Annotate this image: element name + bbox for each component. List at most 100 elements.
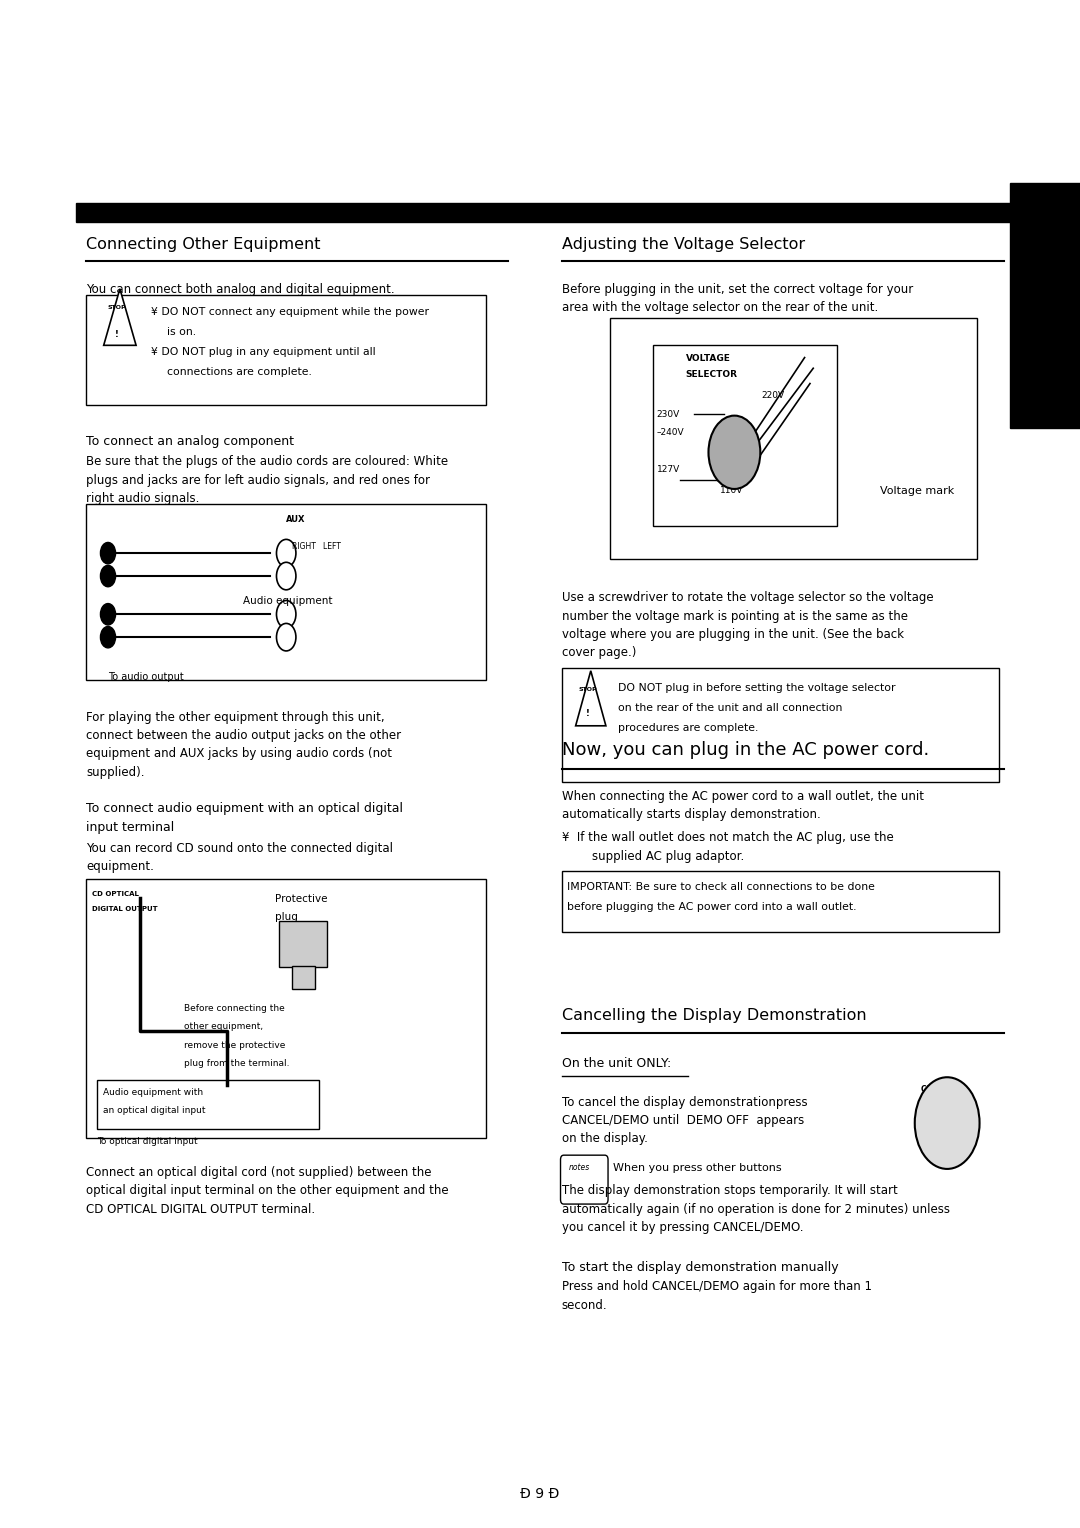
Text: Adjusting the Voltage Selector: Adjusting the Voltage Selector bbox=[562, 237, 805, 252]
Text: You can connect both analog and digital equipment.: You can connect both analog and digital … bbox=[86, 283, 395, 296]
Text: connect between the audio output jacks on the other: connect between the audio output jacks o… bbox=[86, 729, 402, 743]
Text: automatically starts display demonstration.: automatically starts display demonstrati… bbox=[562, 808, 821, 822]
Text: DIGITAL OUTPUT: DIGITAL OUTPUT bbox=[92, 906, 158, 912]
Text: 110V: 110V bbox=[720, 486, 744, 495]
Text: SELECTOR: SELECTOR bbox=[686, 370, 738, 379]
Text: procedures are complete.: procedures are complete. bbox=[618, 723, 758, 733]
Bar bbox=[653, 345, 837, 526]
Text: area with the voltage selector on the rear of the unit.: area with the voltage selector on the re… bbox=[562, 301, 878, 315]
Text: To cancel the display demonstrationpress: To cancel the display demonstrationpress bbox=[562, 1096, 807, 1109]
Text: Now, you can plug in the AC power cord.: Now, you can plug in the AC power cord. bbox=[562, 741, 929, 759]
Text: Audio equipment with: Audio equipment with bbox=[103, 1088, 203, 1097]
Text: !: ! bbox=[585, 709, 590, 718]
Text: supplied).: supplied). bbox=[86, 766, 145, 779]
FancyBboxPatch shape bbox=[610, 318, 977, 559]
FancyBboxPatch shape bbox=[86, 295, 486, 405]
Text: other equipment,: other equipment, bbox=[184, 1022, 262, 1031]
Text: you cancel it by pressing CANCEL/DEMO.: you cancel it by pressing CANCEL/DEMO. bbox=[562, 1221, 804, 1235]
Text: on the display.: on the display. bbox=[562, 1132, 648, 1146]
Polygon shape bbox=[104, 289, 136, 345]
Text: optical digital input terminal on the other equipment and the: optical digital input terminal on the ot… bbox=[86, 1184, 449, 1198]
Text: cover page.): cover page.) bbox=[562, 646, 636, 660]
Text: When you press other buttons: When you press other buttons bbox=[613, 1163, 782, 1174]
Text: 127V: 127V bbox=[657, 465, 680, 474]
Text: When connecting the AC power cord to a wall outlet, the unit: When connecting the AC power cord to a w… bbox=[562, 790, 923, 804]
Bar bbox=[292, 966, 315, 989]
Text: voltage where you are plugging in the unit. (See the back: voltage where you are plugging in the un… bbox=[562, 628, 904, 642]
Text: Use a screwdriver to rotate the voltage selector so the voltage: Use a screwdriver to rotate the voltage … bbox=[562, 591, 933, 605]
FancyBboxPatch shape bbox=[86, 504, 486, 680]
FancyBboxPatch shape bbox=[86, 879, 486, 1138]
Text: before plugging the AC power cord into a wall outlet.: before plugging the AC power cord into a… bbox=[567, 902, 856, 912]
Text: Audio equipment: Audio equipment bbox=[243, 596, 333, 607]
Polygon shape bbox=[576, 671, 606, 726]
Bar bbox=[279, 921, 327, 967]
Text: ¥ DO NOT connect any equipment while the power: ¥ DO NOT connect any equipment while the… bbox=[151, 307, 429, 318]
FancyBboxPatch shape bbox=[562, 668, 999, 782]
Text: To connect audio equipment with an optical digital: To connect audio equipment with an optic… bbox=[86, 802, 404, 816]
Text: To optical digital input: To optical digital input bbox=[97, 1137, 198, 1146]
Text: To start the display demonstration manually: To start the display demonstration manua… bbox=[562, 1261, 838, 1274]
Text: number the voltage mark is pointing at is the same as the: number the voltage mark is pointing at i… bbox=[562, 610, 907, 623]
Circle shape bbox=[708, 416, 760, 489]
Text: equipment and AUX jacks by using audio cords (not: equipment and AUX jacks by using audio c… bbox=[86, 747, 392, 761]
FancyBboxPatch shape bbox=[562, 871, 999, 932]
Text: second.: second. bbox=[562, 1299, 607, 1313]
Text: Connecting Other Equipment: Connecting Other Equipment bbox=[86, 237, 321, 252]
Circle shape bbox=[276, 601, 296, 628]
Text: /DEMO: /DEMO bbox=[923, 1097, 951, 1106]
Circle shape bbox=[276, 539, 296, 567]
Text: right audio signals.: right audio signals. bbox=[86, 492, 200, 506]
Text: automatically again (if no operation is done for 2 minutes) unless: automatically again (if no operation is … bbox=[562, 1203, 949, 1216]
Circle shape bbox=[100, 626, 116, 648]
Text: Press and hold CANCEL/DEMO again for more than 1: Press and hold CANCEL/DEMO again for mor… bbox=[562, 1280, 872, 1294]
Text: You can record CD sound onto the connected digital: You can record CD sound onto the connect… bbox=[86, 842, 393, 856]
Text: 230V: 230V bbox=[657, 410, 680, 419]
Text: The display demonstration stops temporarily. It will start: The display demonstration stops temporar… bbox=[562, 1184, 897, 1198]
Text: Ð 9 Ð: Ð 9 Ð bbox=[521, 1487, 559, 1502]
Text: supplied AC plug adaptor.: supplied AC plug adaptor. bbox=[592, 850, 744, 863]
Text: Before plugging in the unit, set the correct voltage for your: Before plugging in the unit, set the cor… bbox=[562, 283, 913, 296]
Text: IMPORTANT: Be sure to check all connections to be done: IMPORTANT: Be sure to check all connecti… bbox=[567, 882, 875, 892]
Text: plug: plug bbox=[275, 912, 298, 923]
Circle shape bbox=[100, 542, 116, 564]
Text: STOP: STOP bbox=[108, 304, 126, 310]
Text: Before connecting the: Before connecting the bbox=[184, 1004, 284, 1013]
Text: Connect an optical digital cord (not supplied) between the: Connect an optical digital cord (not sup… bbox=[86, 1166, 432, 1180]
Text: connections are complete.: connections are complete. bbox=[167, 367, 312, 377]
Text: On the unit ONLY:: On the unit ONLY: bbox=[562, 1057, 671, 1071]
Text: an optical digital input: an optical digital input bbox=[103, 1106, 205, 1115]
Text: AUX: AUX bbox=[286, 515, 306, 524]
Text: is on.: is on. bbox=[167, 327, 197, 338]
Text: CD OPTICAL DIGITAL OUTPUT terminal.: CD OPTICAL DIGITAL OUTPUT terminal. bbox=[86, 1203, 315, 1216]
Circle shape bbox=[100, 565, 116, 587]
Text: Voltage mark: Voltage mark bbox=[880, 486, 955, 497]
Text: ¥ DO NOT plug in any equipment until all: ¥ DO NOT plug in any equipment until all bbox=[151, 347, 376, 358]
Text: STOP: STOP bbox=[579, 686, 597, 692]
Text: VOLTAGE: VOLTAGE bbox=[686, 354, 731, 364]
Text: RIGHT   LEFT: RIGHT LEFT bbox=[292, 542, 340, 552]
Text: To connect an analog component: To connect an analog component bbox=[86, 435, 295, 449]
Text: ¥  If the wall outlet does not match the AC plug, use the: ¥ If the wall outlet does not match the … bbox=[562, 831, 893, 845]
Circle shape bbox=[915, 1077, 980, 1169]
Text: Be sure that the plugs of the audio cords are coloured: White: Be sure that the plugs of the audio cord… bbox=[86, 455, 448, 469]
Text: on the rear of the unit and all connection: on the rear of the unit and all connecti… bbox=[618, 703, 842, 714]
Text: CD OPTICAL: CD OPTICAL bbox=[92, 891, 138, 897]
Text: plugs and jacks are for left audio signals, and red ones for: plugs and jacks are for left audio signa… bbox=[86, 474, 431, 487]
FancyBboxPatch shape bbox=[561, 1155, 608, 1204]
Bar bbox=[76, 203, 1058, 222]
Text: plug from the terminal.: plug from the terminal. bbox=[184, 1059, 289, 1068]
Text: notes: notes bbox=[569, 1163, 591, 1172]
Text: For playing the other equipment through this unit,: For playing the other equipment through … bbox=[86, 711, 386, 724]
FancyBboxPatch shape bbox=[97, 1080, 319, 1129]
Circle shape bbox=[276, 623, 296, 651]
Text: Cancelling the Display Demonstration: Cancelling the Display Demonstration bbox=[562, 1008, 866, 1024]
Bar bbox=[1010, 183, 1080, 428]
Circle shape bbox=[100, 604, 116, 625]
Text: remove the protective: remove the protective bbox=[184, 1041, 285, 1050]
Text: Protective: Protective bbox=[275, 894, 328, 905]
Text: DO NOT plug in before setting the voltage selector: DO NOT plug in before setting the voltag… bbox=[618, 683, 895, 694]
Text: equipment.: equipment. bbox=[86, 860, 154, 874]
Text: 220V: 220V bbox=[761, 391, 784, 400]
Text: CANCEL: CANCEL bbox=[920, 1085, 955, 1094]
